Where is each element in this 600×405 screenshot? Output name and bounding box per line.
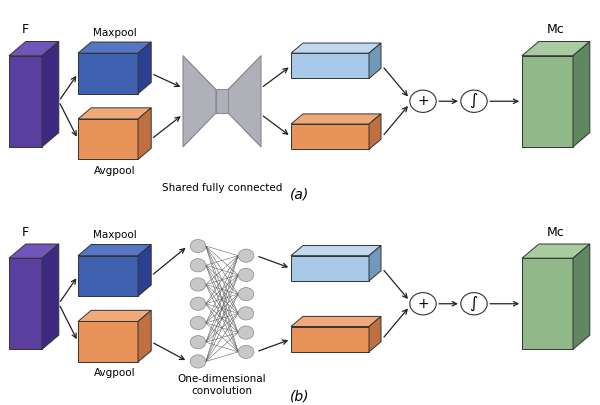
Polygon shape [138, 310, 151, 362]
Circle shape [190, 278, 206, 291]
Circle shape [190, 336, 206, 349]
Polygon shape [42, 244, 59, 349]
Polygon shape [78, 108, 151, 119]
Circle shape [190, 297, 206, 310]
Polygon shape [9, 244, 59, 258]
Polygon shape [369, 316, 381, 352]
Polygon shape [291, 53, 369, 79]
Text: +: + [417, 94, 429, 108]
Circle shape [190, 259, 206, 272]
Circle shape [190, 316, 206, 330]
Text: One-dimensional
convolution: One-dimensional convolution [178, 374, 266, 396]
Polygon shape [9, 56, 42, 147]
Polygon shape [228, 56, 261, 147]
Circle shape [410, 292, 436, 315]
Polygon shape [78, 245, 151, 256]
Polygon shape [291, 326, 369, 352]
Circle shape [190, 239, 206, 253]
Circle shape [238, 345, 254, 358]
Polygon shape [522, 56, 573, 147]
Polygon shape [78, 256, 138, 296]
Text: Avgpool: Avgpool [94, 166, 136, 175]
Text: F: F [22, 226, 29, 239]
Polygon shape [216, 90, 228, 113]
Polygon shape [291, 245, 381, 256]
Polygon shape [291, 114, 381, 124]
Polygon shape [42, 41, 59, 147]
Text: (b): (b) [290, 390, 310, 404]
Polygon shape [78, 42, 151, 53]
Circle shape [461, 90, 487, 112]
Polygon shape [291, 43, 381, 53]
Polygon shape [291, 256, 369, 281]
Polygon shape [291, 124, 369, 149]
Circle shape [238, 268, 254, 281]
Text: (a): (a) [290, 188, 310, 202]
Circle shape [461, 292, 487, 315]
Polygon shape [522, 258, 573, 349]
Text: Maxpool: Maxpool [93, 28, 136, 38]
Polygon shape [78, 53, 138, 94]
Text: Avgpool: Avgpool [94, 368, 136, 378]
Polygon shape [78, 310, 151, 322]
Polygon shape [522, 244, 590, 258]
Circle shape [238, 326, 254, 339]
Circle shape [410, 90, 436, 112]
Text: F: F [22, 23, 29, 36]
Text: Maxpool: Maxpool [93, 230, 136, 241]
Text: $\int$: $\int$ [469, 92, 479, 111]
Polygon shape [573, 41, 590, 147]
Polygon shape [291, 316, 381, 326]
Polygon shape [138, 108, 151, 160]
Circle shape [238, 288, 254, 301]
Text: +: + [417, 297, 429, 311]
Polygon shape [573, 244, 590, 349]
Polygon shape [522, 41, 590, 56]
Text: $\int$: $\int$ [469, 294, 479, 313]
Polygon shape [369, 114, 381, 149]
Polygon shape [138, 42, 151, 94]
Circle shape [190, 355, 206, 368]
Polygon shape [138, 245, 151, 296]
Polygon shape [183, 56, 216, 147]
Polygon shape [369, 43, 381, 79]
Circle shape [238, 307, 254, 320]
Polygon shape [78, 119, 138, 160]
Text: Mc: Mc [547, 226, 565, 239]
Polygon shape [369, 245, 381, 281]
Circle shape [238, 249, 254, 262]
Text: Mc: Mc [547, 23, 565, 36]
Text: Shared fully connected: Shared fully connected [162, 183, 282, 194]
Polygon shape [9, 258, 42, 349]
Polygon shape [9, 41, 59, 56]
Polygon shape [78, 322, 138, 362]
